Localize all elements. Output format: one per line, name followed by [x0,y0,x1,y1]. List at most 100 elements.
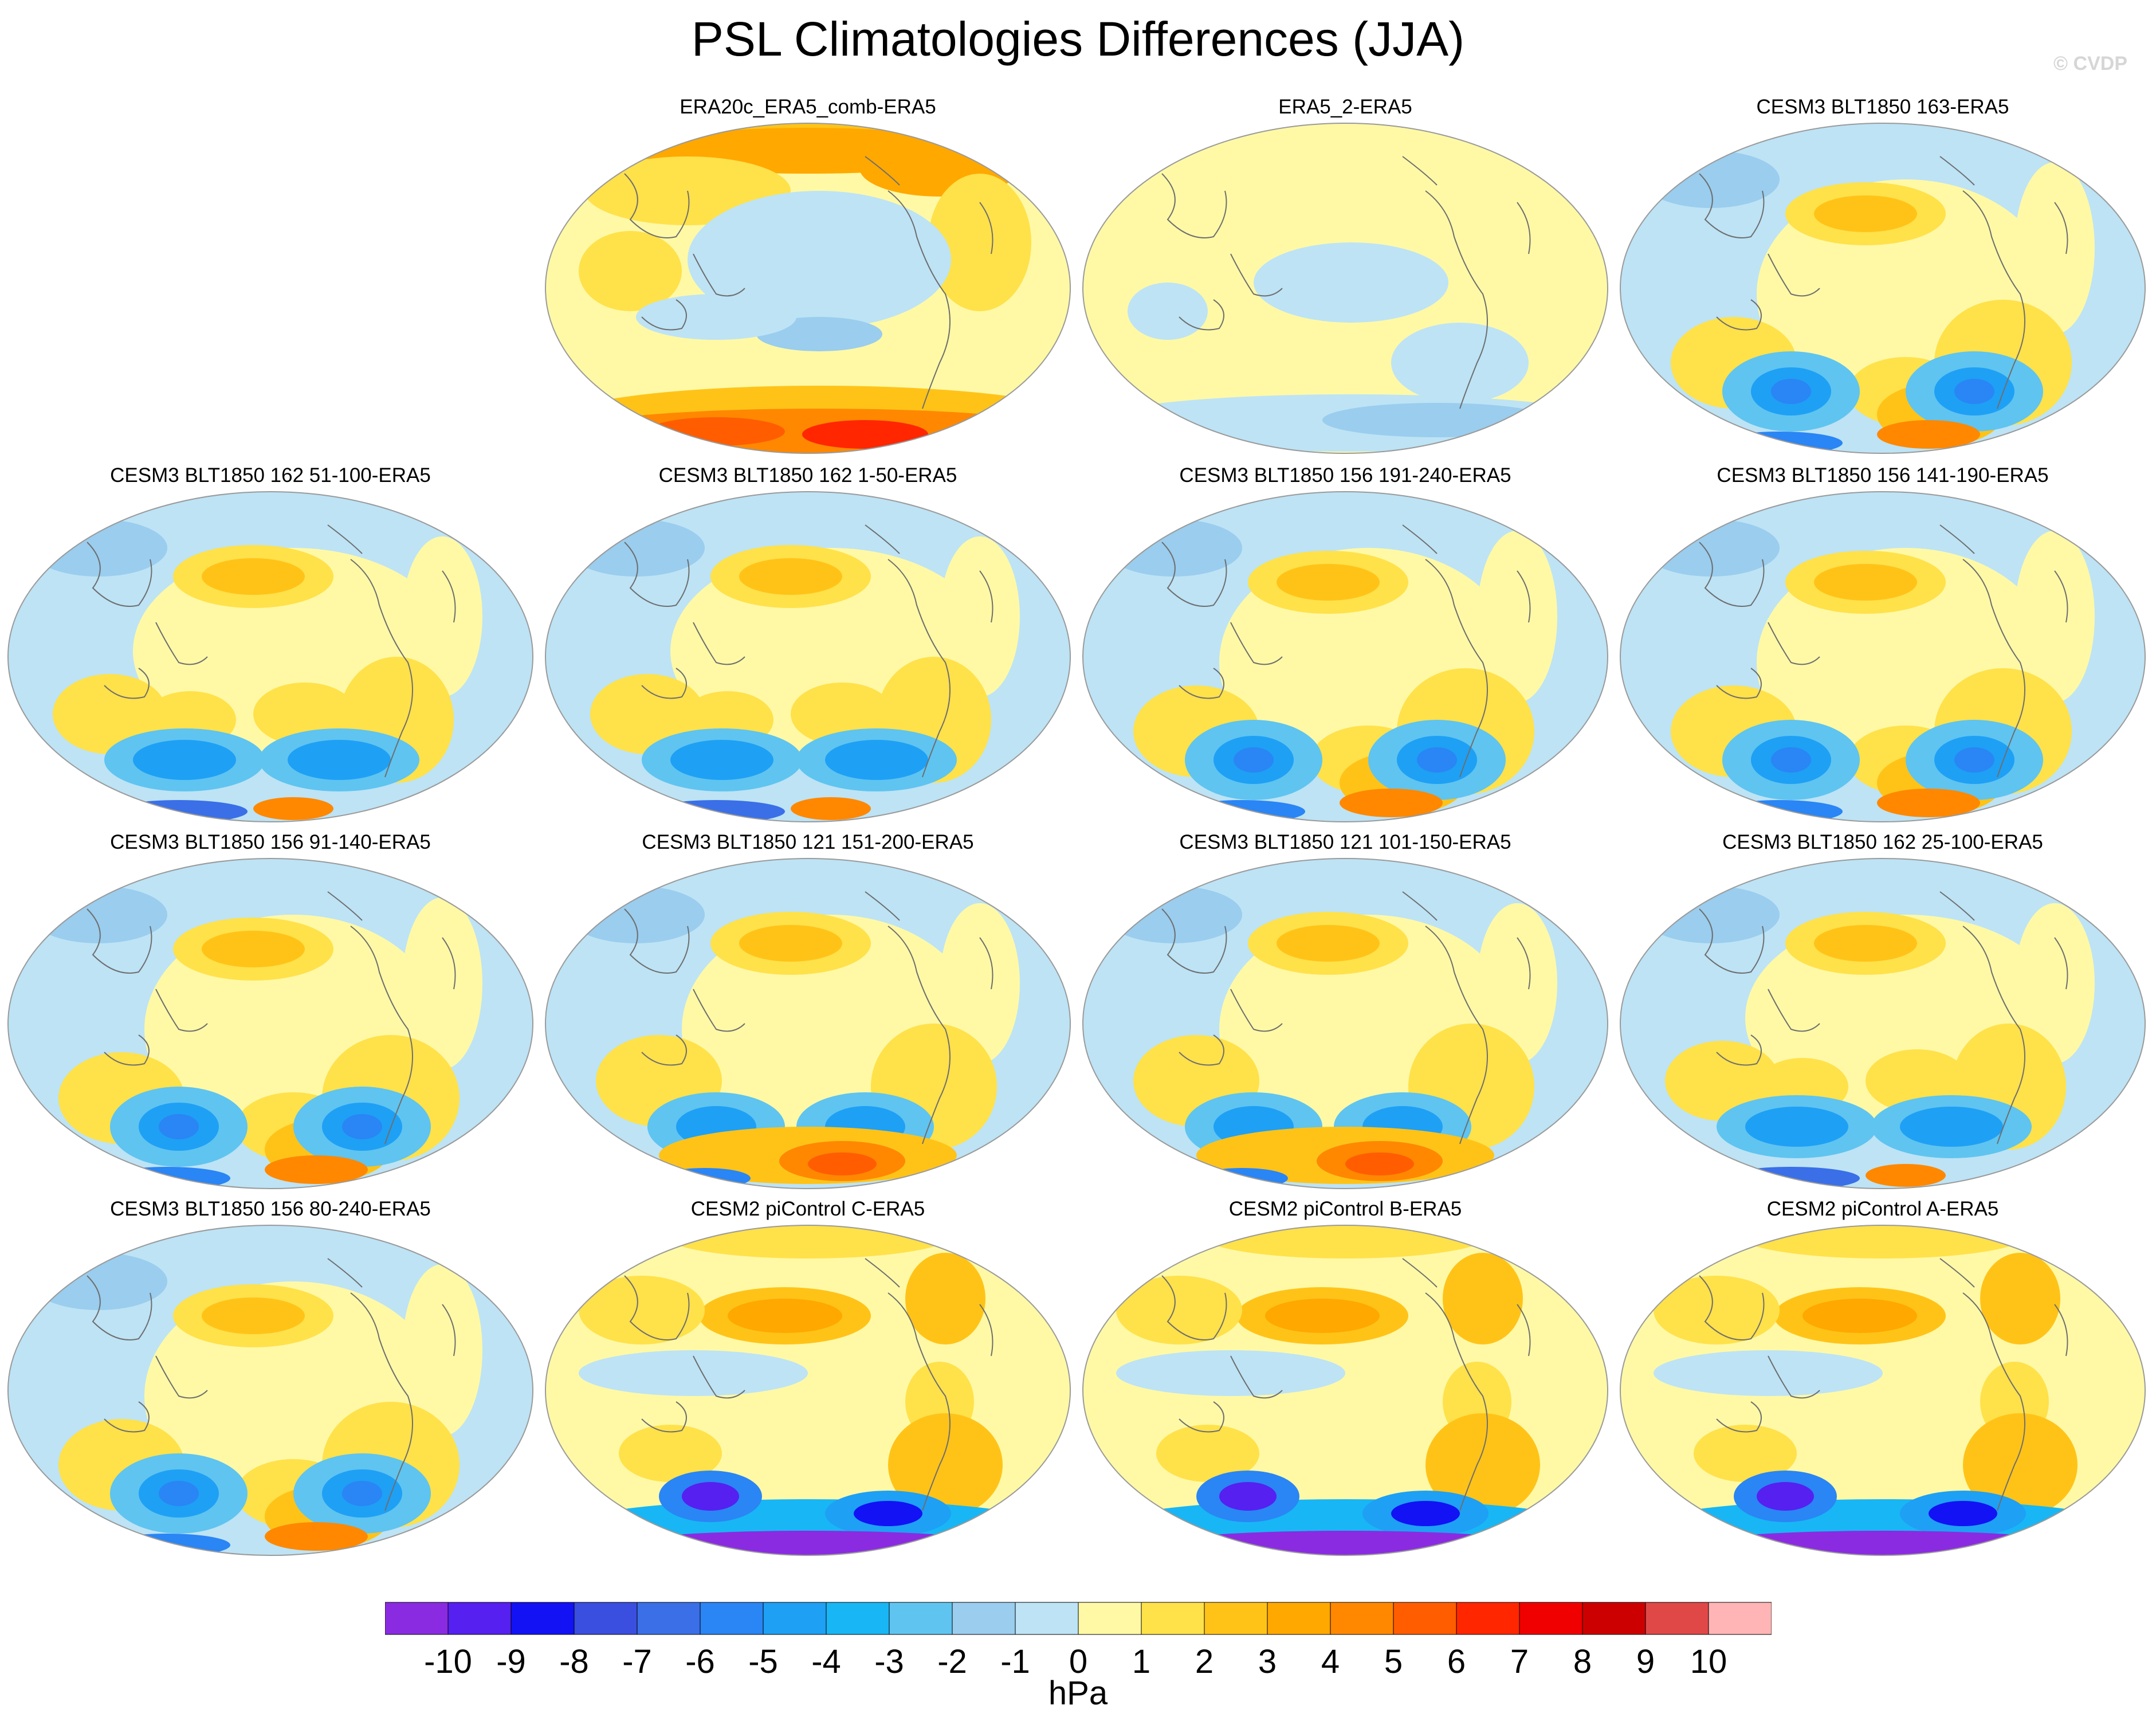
map-outline [7,1225,533,1556]
coastline [1161,908,1227,974]
map-projection [1082,491,1608,822]
coastline [327,524,363,554]
contour-region [1156,1425,1259,1482]
map-outline [545,491,1071,822]
map-projection [1620,491,2146,822]
contour-region [265,1155,368,1184]
contour-region [1139,1531,1552,1555]
map-projection [1082,1225,1608,1556]
contour-region [159,1481,199,1506]
colorbar-tick-label: 4 [1321,1643,1340,1680]
contour-region [1676,1531,2089,1555]
colorbar-swatch [1330,1602,1394,1635]
coastline [887,559,951,778]
colorbar-tick-label: 5 [1384,1643,1403,1680]
map-panel: CESM3 BLT1850 156 141-190-ERA5 [1619,463,2146,830]
coastline [693,253,745,297]
contour-region [647,417,785,446]
coastline [1425,190,1488,409]
map-projection [545,858,1071,1189]
coastline [1517,1304,1531,1357]
map-panel: CESM3 BLT1850 162 25-100-ERA5 [1619,830,2146,1197]
coastline [887,190,951,409]
coastline [1962,190,2025,409]
coastline [1699,173,1765,238]
contour-region [1745,1107,1848,1147]
contour-region [1757,1482,1814,1511]
coastline [87,542,152,607]
coastline [1161,1275,1227,1340]
map-panel: CESM3 BLT1850 156 191-240-ERA5 [1082,463,1609,830]
colorbar-tick-label: 0 [1069,1643,1088,1680]
contour-region [1717,432,1843,453]
contour-region [1219,1482,1277,1511]
coastline [693,989,745,1032]
coastline [1402,524,1438,554]
contour-region [1391,323,1529,403]
map-outline [1082,123,1608,454]
coastline [641,668,687,699]
colorbar-labels: -10 -9 -8 -7 -6 -5 -4 -3 -2 -1 0 1 2 3 4 5 6 7 8 9 10 [0,1642,2156,1682]
colorbar-swatch [952,1602,1016,1635]
coastline [641,1034,687,1066]
coastline [641,299,687,331]
coastline [442,1304,456,1357]
coastline [1768,622,1820,665]
contour-region [1877,420,1980,449]
contour-region [1654,1276,1780,1344]
contour-region [2009,432,2100,453]
contour-region [940,536,1020,697]
colorbar-swatch [1582,1602,1646,1635]
contour-region [739,558,842,595]
contour-region [1963,1413,2078,1516]
contour-region [1802,1299,1917,1333]
map-outline [1082,858,1608,1189]
map-panel: CESM2 piControl A-ERA5 [1619,1197,2146,1563]
contour-region [619,1425,722,1482]
contour-region [1814,564,1917,601]
colorbar-swatch [763,1602,827,1635]
contour-region [1254,242,1448,323]
coastline [1425,559,1488,778]
panel-title: CESM3 BLT1850 156 141-190-ERA5 [1717,464,2049,487]
colorbar-tick-label: 1 [1132,1643,1151,1680]
map-panel: ERA5_2-ERA5 [1082,95,1609,461]
map-panel: CESM3 BLT1850 162 1-50-ERA5 [544,463,1071,830]
coastline [693,1355,745,1399]
contour-region [2014,531,2095,703]
map-outline [1620,123,2146,454]
coastline [865,524,900,554]
coastline [350,559,413,778]
panel-title: CESM3 BLT1850 162 1-50-ERA5 [658,464,957,487]
copyright-label: © CVDP [2053,53,2127,75]
contour-region [1391,1501,1460,1526]
contour-region [1739,1225,2026,1259]
colorbar-swatch [1267,1602,1331,1635]
contour-region [579,231,682,311]
colorbar-tick-label: -4 [811,1643,841,1680]
map-panel: CESM3 BLT1850 156 80-240-ERA5 [7,1197,534,1563]
colorbar-swatch [385,1602,449,1635]
coastline [87,1275,152,1340]
coastline [979,937,993,990]
colorbar-swatch [1078,1602,1142,1635]
coastline [1402,891,1438,921]
coastline [865,156,900,186]
contour-region [1105,886,1242,943]
coastline [979,202,993,254]
map-panel: ERA20c_ERA5_comb-ERA5 [544,95,1071,461]
contour-region [682,1482,739,1511]
colorbar [385,1602,1772,1635]
colorbar-tick-label: 9 [1636,1643,1655,1680]
colorbar-swatch [700,1602,764,1635]
coastline [1768,253,1820,297]
coastline [887,926,951,1144]
map-outline [7,858,533,1189]
coastline [1517,570,1531,623]
panel-title: CESM3 BLT1850 156 191-240-ERA5 [1179,464,1511,487]
coastline [2054,202,2068,254]
figure-title: PSL Climatologies Differences (JJA) [691,12,1465,66]
coastline [1939,156,1975,186]
coastline [887,1292,951,1511]
contour-region [265,1522,368,1551]
